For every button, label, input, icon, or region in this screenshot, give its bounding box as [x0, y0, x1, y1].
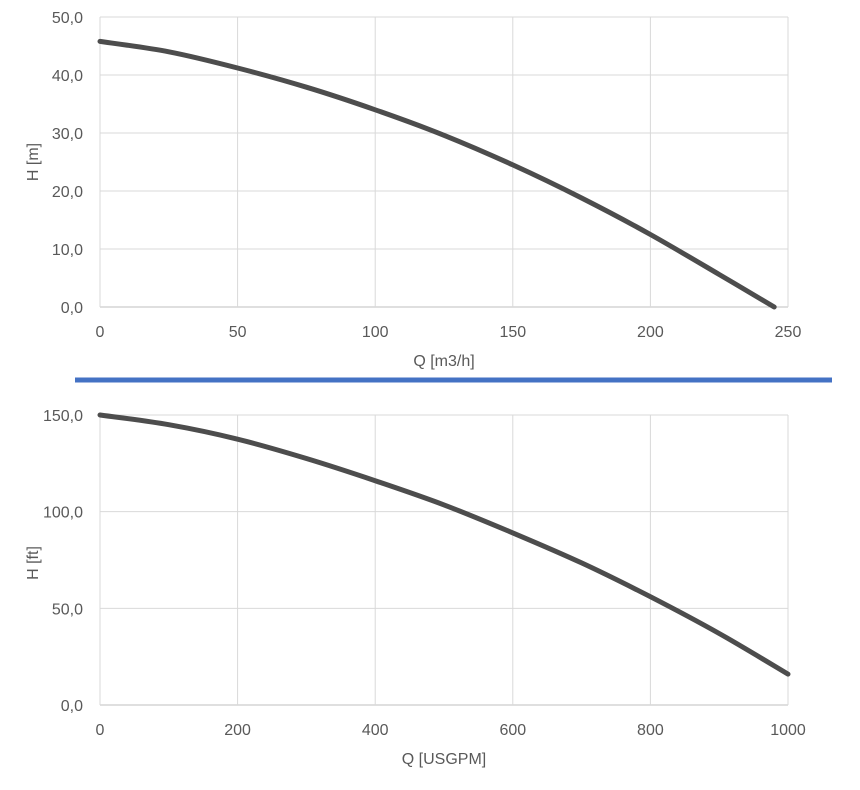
- y-tick-label: 20,0: [52, 184, 83, 201]
- y-tick-label: 40,0: [52, 68, 83, 85]
- x-tick-label: 200: [637, 324, 664, 341]
- x-axis-title: Q [USGPM]: [402, 751, 486, 768]
- y-tick-label: 100,0: [43, 505, 83, 522]
- x-tick-label: 0: [96, 324, 105, 341]
- y-tick-label: 50,0: [52, 601, 83, 618]
- x-tick-label: 200: [224, 722, 251, 739]
- y-tick-label: 30,0: [52, 126, 83, 143]
- x-axis-title: Q [m3/h]: [413, 353, 474, 370]
- x-tick-label: 0: [96, 722, 105, 739]
- x-tick-label: 800: [637, 722, 664, 739]
- y-tick-label: 150,0: [43, 408, 83, 425]
- y-tick-label: 10,0: [52, 242, 83, 259]
- pump-curve-line: [97, 412, 791, 677]
- x-tick-label: 150: [499, 324, 526, 341]
- chart-2: 0,0 50,0 100,0 150,0 0 200 400 600 800 1000 Q [USG…: [25, 408, 806, 768]
- x-tick-label: 100: [362, 324, 389, 341]
- x-tick-label: 50: [229, 324, 247, 341]
- y-tick-label: 0,0: [61, 698, 83, 715]
- chart-1: 0,0 10,0 20,0 30,0 40,0 50,0 0 50 100 150 200 250 Q …: [25, 10, 801, 370]
- x-tick-label: 400: [362, 722, 389, 739]
- y-tick-label: 0,0: [61, 300, 83, 317]
- x-tick-label: 600: [499, 722, 526, 739]
- y-tick-label: 50,0: [52, 10, 83, 27]
- x-tick-label: 1000: [770, 722, 806, 739]
- x-tick-label: 250: [775, 324, 802, 341]
- pump-curve-line: [97, 38, 777, 310]
- y-axis-title: H [ft]: [25, 546, 42, 580]
- y-axis-title: H [m]: [25, 143, 42, 181]
